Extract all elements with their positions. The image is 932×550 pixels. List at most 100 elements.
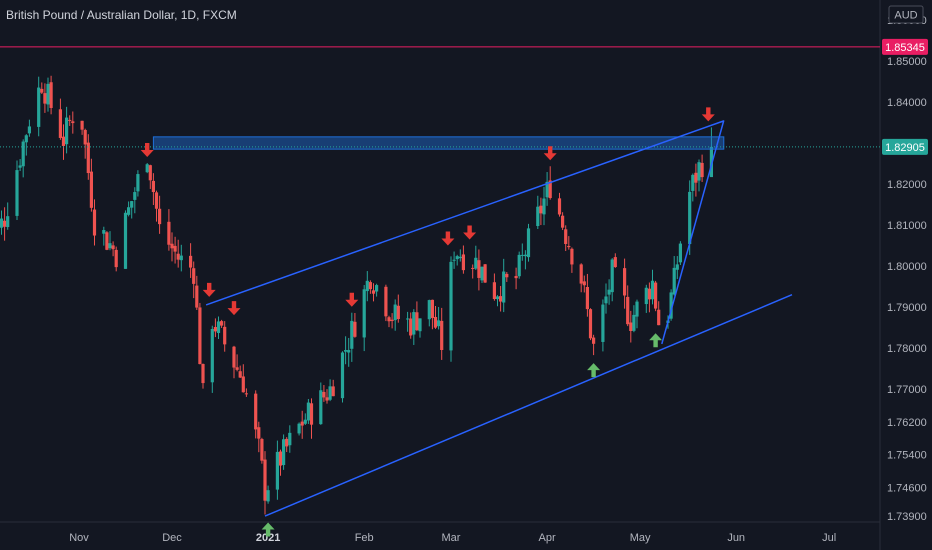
- high-price-label: 1.85345: [885, 42, 925, 54]
- trendline[interactable]: [264, 294, 793, 517]
- candle-body: [309, 403, 314, 425]
- candle-body: [136, 174, 140, 192]
- candle-body: [24, 135, 28, 143]
- candle-body: [607, 289, 611, 295]
- candle-body: [300, 421, 304, 426]
- candle-body: [548, 180, 552, 199]
- candle-body: [440, 320, 444, 351]
- candle-body: [635, 301, 639, 317]
- candle-body: [278, 451, 283, 466]
- candle-body: [216, 321, 221, 334]
- candle-body: [173, 245, 177, 252]
- y-tick-label: 1.76200: [887, 417, 927, 429]
- candle-body: [654, 282, 658, 309]
- candle-body: [697, 162, 701, 181]
- candle-body: [331, 386, 335, 397]
- arrow-down-icon[interactable]: [202, 282, 216, 297]
- candle-body: [344, 350, 348, 352]
- x-tick-label: Jun: [727, 532, 745, 544]
- candle-body: [266, 490, 270, 502]
- candle-body: [629, 322, 633, 332]
- candle-body: [37, 87, 41, 127]
- candle-body: [545, 181, 549, 198]
- candle-body: [21, 141, 25, 167]
- candle-body: [557, 198, 562, 215]
- candle-body: [0, 218, 4, 228]
- candle-body: [678, 243, 682, 263]
- candle-body: [176, 253, 180, 260]
- arrow-down-icon[interactable]: [345, 292, 359, 307]
- candle-body: [6, 216, 10, 228]
- candle-body: [477, 260, 481, 278]
- candle-body: [288, 432, 292, 446]
- x-tick-label: May: [630, 532, 651, 544]
- candle-body: [592, 337, 596, 344]
- candle-body: [492, 282, 496, 300]
- candles: [0, 75, 713, 515]
- candle-body: [158, 208, 162, 225]
- candle-body: [297, 423, 301, 434]
- arrow-up-icon[interactable]: [261, 522, 275, 537]
- candle-body: [579, 264, 583, 284]
- resistance-zone[interactable]: [152, 136, 725, 150]
- y-tick-label: 1.80000: [887, 261, 927, 273]
- candle-body: [375, 285, 379, 292]
- candle-body: [430, 299, 434, 318]
- candle-body: [644, 287, 648, 305]
- candle-body: [657, 309, 661, 326]
- candle-body: [92, 209, 97, 236]
- candle-body: [275, 451, 279, 490]
- candle-body: [390, 319, 394, 321]
- candle-body: [495, 296, 500, 300]
- high-price-tag: [882, 38, 928, 55]
- candle-body: [393, 304, 397, 321]
- arrow-up-icon[interactable]: [587, 363, 601, 378]
- candle-body: [235, 367, 239, 370]
- arrow-down-icon[interactable]: [227, 301, 241, 316]
- candle-body: [675, 264, 679, 270]
- candle-body: [18, 165, 22, 168]
- candle-body: [220, 321, 224, 326]
- arrow-up-icon[interactable]: [649, 333, 663, 348]
- candle-body: [102, 230, 106, 234]
- candle-body: [83, 129, 87, 145]
- arrow-down-icon[interactable]: [441, 231, 455, 246]
- candle-body: [145, 164, 149, 173]
- arrow-down-icon[interactable]: [463, 225, 477, 240]
- candle-body: [371, 290, 376, 294]
- arrow-down-icon[interactable]: [140, 143, 154, 158]
- candle-body: [108, 243, 112, 249]
- candle-body: [154, 192, 159, 209]
- y-tick-label: 1.82000: [887, 179, 927, 191]
- candle-body: [396, 305, 400, 320]
- candle-body: [347, 350, 351, 353]
- trendline[interactable]: [661, 120, 725, 345]
- candle-body: [567, 245, 571, 248]
- candle-body: [58, 109, 62, 138]
- candle-body: [241, 376, 245, 393]
- candle-body: [709, 146, 713, 178]
- candle-body: [526, 228, 531, 258]
- candle-body: [449, 261, 453, 351]
- y-tick-label: 1.73900: [887, 511, 927, 523]
- arrow-down-icon[interactable]: [543, 146, 557, 161]
- candle-body: [223, 326, 227, 345]
- arrow-down-icon[interactable]: [701, 107, 715, 122]
- candle-body: [570, 248, 574, 265]
- candle-body: [362, 289, 366, 338]
- candle-body: [195, 285, 199, 308]
- candle-body: [514, 276, 518, 279]
- candle-body: [170, 243, 174, 249]
- candle-body: [536, 206, 540, 226]
- trendline[interactable]: [205, 120, 725, 306]
- candle-body: [483, 264, 487, 283]
- y-tick-label: 1.85000: [887, 56, 927, 68]
- currency-label: AUD: [894, 10, 917, 22]
- candle-body: [43, 93, 47, 104]
- candle-body: [480, 266, 484, 281]
- candle-body: [613, 257, 617, 268]
- candle-body: [46, 83, 50, 105]
- y-tick-label: 1.79000: [887, 302, 927, 314]
- x-tick-label: Apr: [539, 532, 556, 544]
